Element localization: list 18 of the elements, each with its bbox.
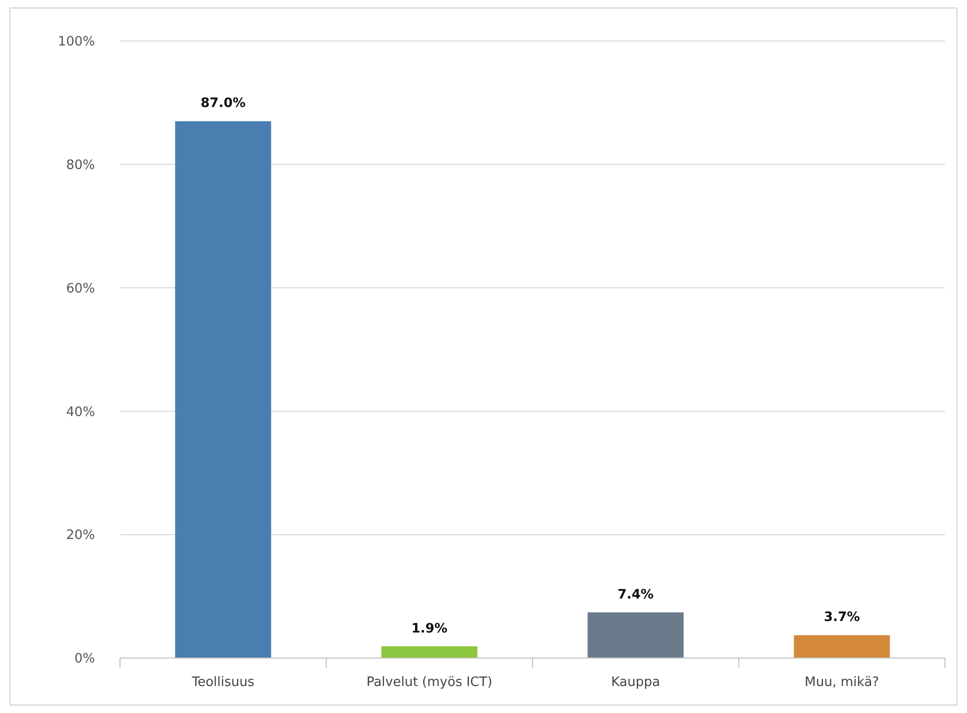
data-label: 3.7% xyxy=(824,610,860,626)
y-tick-label: 80% xyxy=(66,158,95,173)
bar xyxy=(588,612,684,658)
data-label: 1.9% xyxy=(411,621,448,636)
y-tick-label: 100% xyxy=(58,34,95,50)
x-tick-label: Palvelut (myös ICT) xyxy=(366,675,492,690)
x-tick-label: Kauppa xyxy=(611,675,660,690)
data-label: 7.4% xyxy=(618,587,654,602)
data-label: 87.0% xyxy=(200,96,246,112)
bar xyxy=(794,635,890,658)
y-tick-label: 0% xyxy=(74,652,95,667)
bar xyxy=(175,121,272,658)
y-tick-label: 40% xyxy=(66,404,95,420)
y-tick-label: 60% xyxy=(66,281,95,296)
x-tick-label: Muu, mikä? xyxy=(804,675,880,690)
x-tick-label: Teollisuus xyxy=(190,675,255,690)
bar xyxy=(381,646,478,658)
y-tick-label: 20% xyxy=(66,528,95,544)
